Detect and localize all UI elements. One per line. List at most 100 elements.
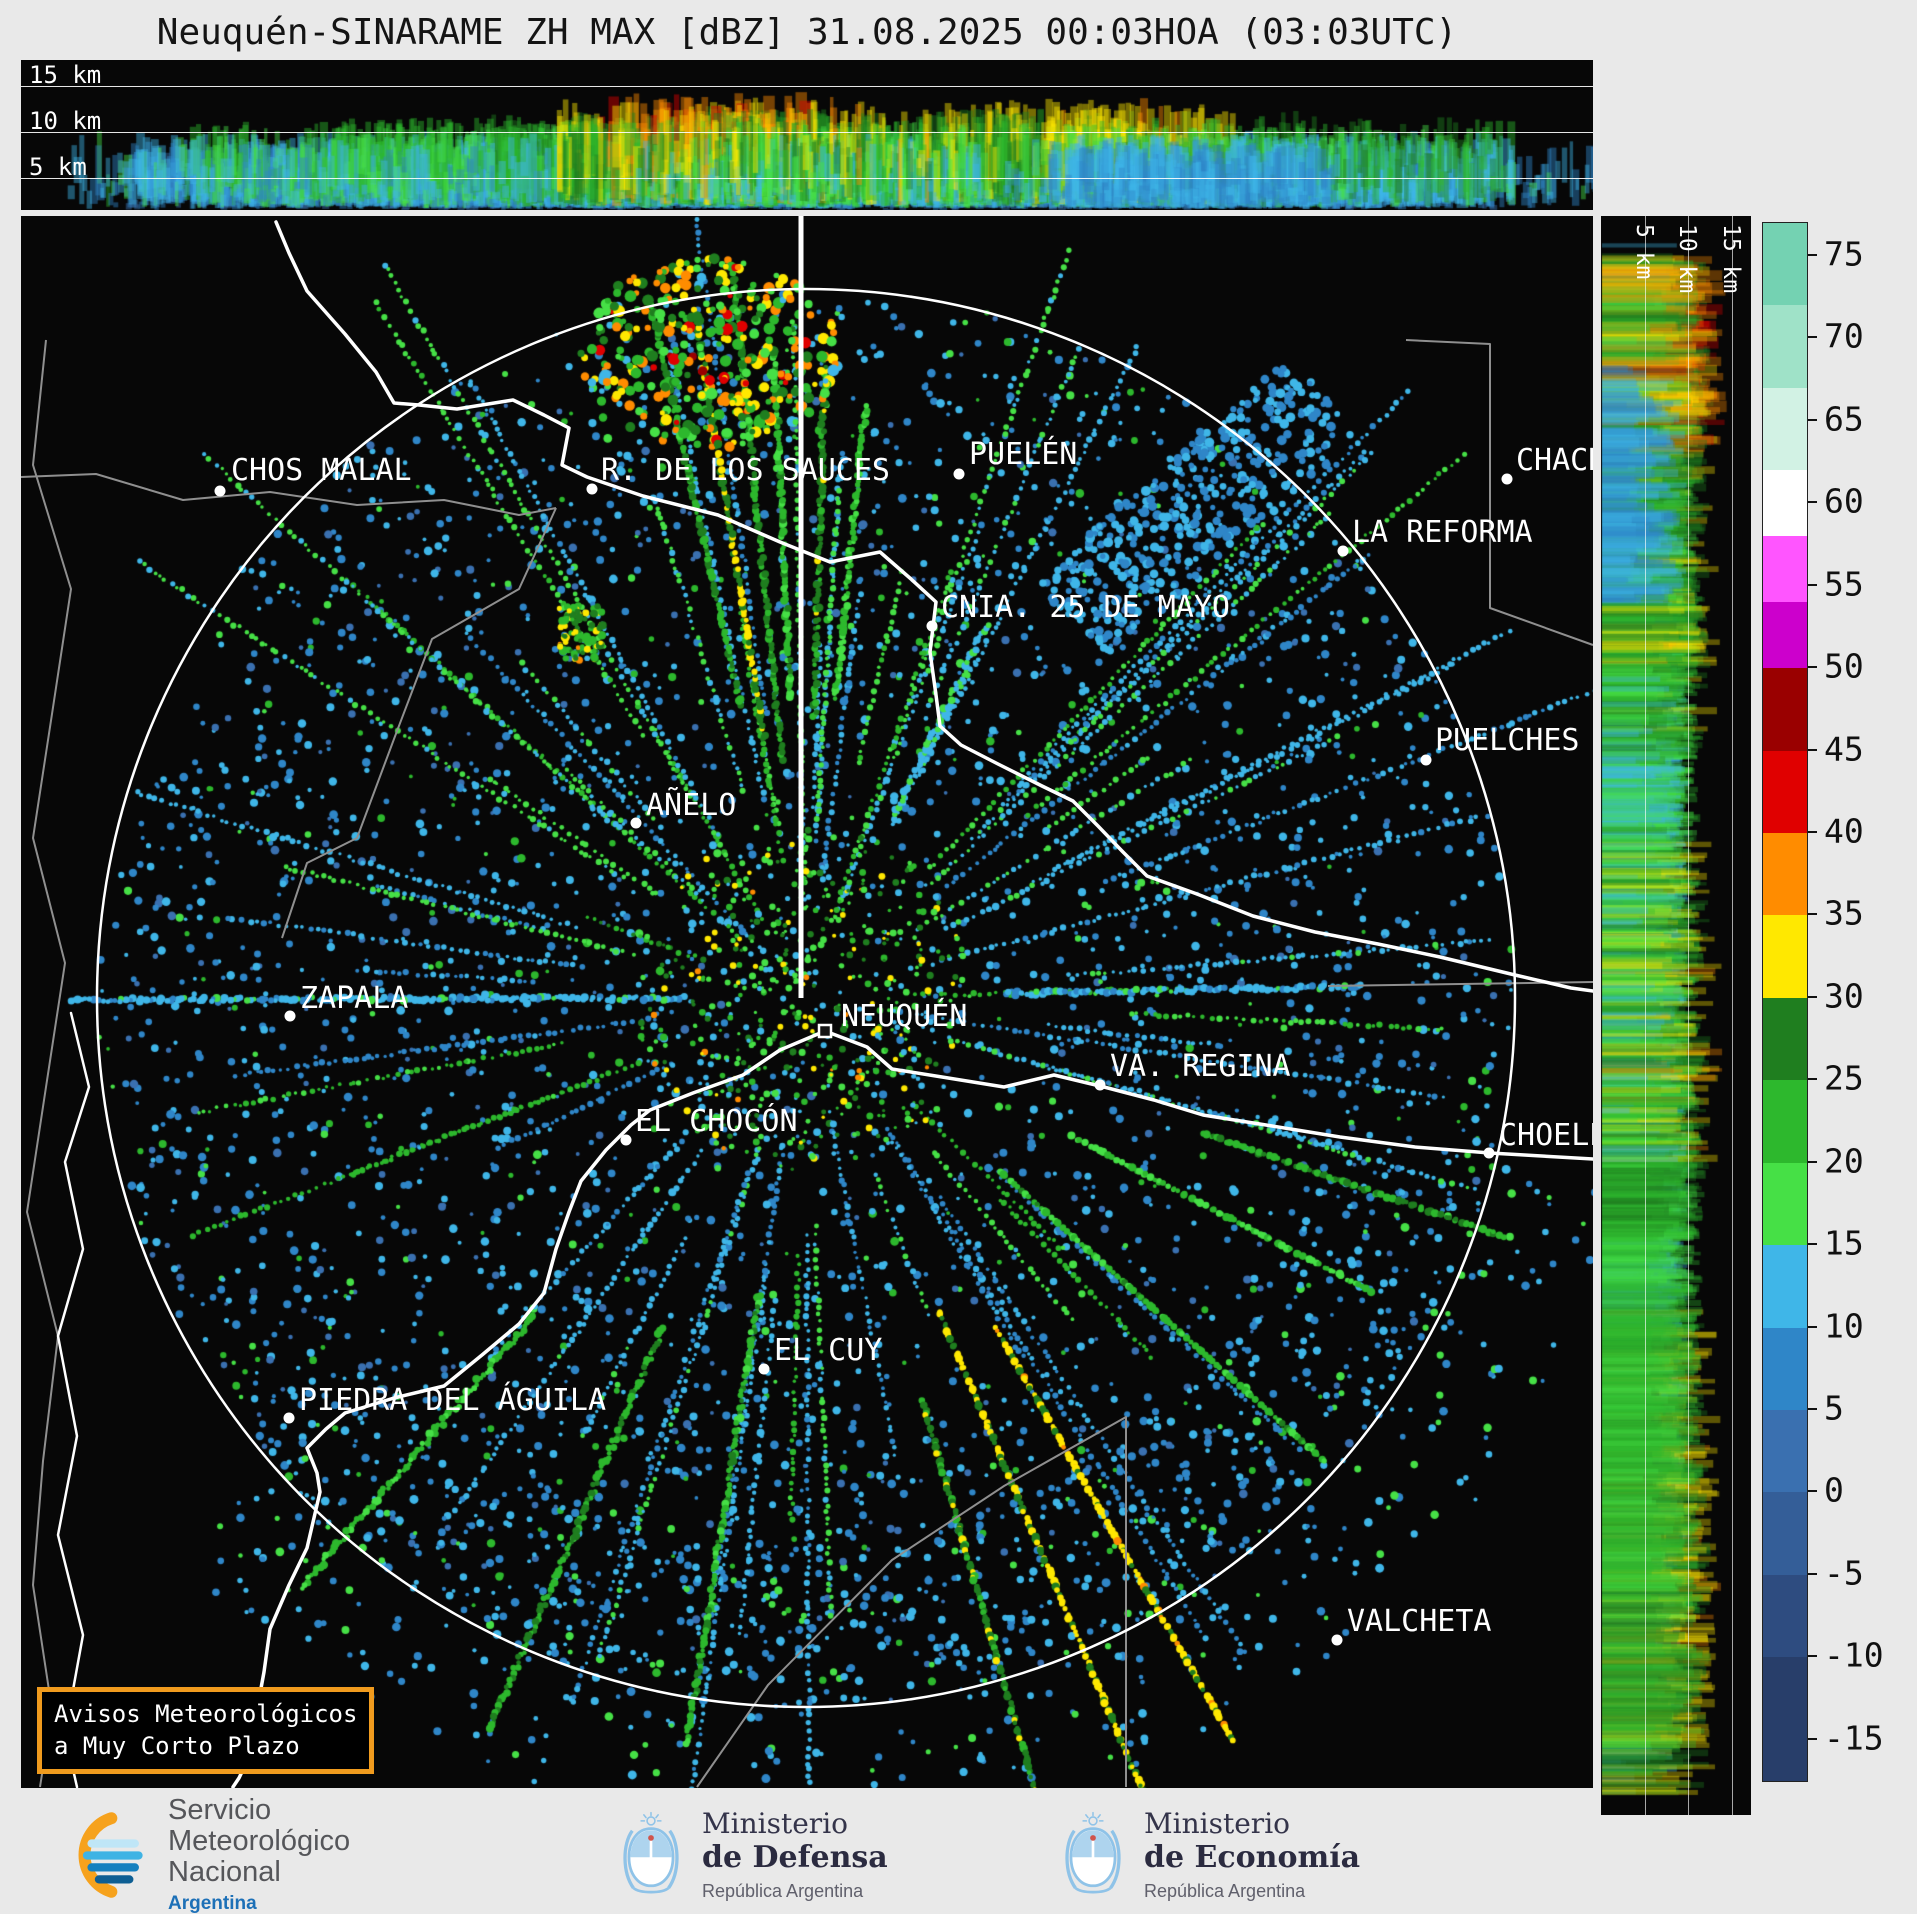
colorbar-segment bbox=[1763, 750, 1807, 834]
colorbar-tick-label: 55 bbox=[1824, 564, 1864, 604]
alert-line-2: a Muy Corto Plazo bbox=[54, 1731, 300, 1760]
colorbar-tick bbox=[1808, 913, 1817, 916]
range-ring bbox=[95, 287, 1517, 1709]
colorbar-segment bbox=[1763, 387, 1807, 472]
city-marker bbox=[1420, 754, 1432, 766]
ministry-line-2: de Defensa bbox=[702, 1840, 888, 1875]
city-label: LA REFORMA bbox=[1352, 515, 1533, 550]
colorbar-tick-label: 45 bbox=[1824, 729, 1864, 769]
ministry-line-1: Ministerio bbox=[702, 1807, 849, 1840]
city-label: AÑELO bbox=[646, 787, 736, 823]
colorbar-tick-label: 60 bbox=[1824, 481, 1864, 521]
colorbar-tick bbox=[1808, 1243, 1817, 1246]
city-marker bbox=[1501, 473, 1513, 485]
alert-box[interactable]: Avisos Meteorológicos a Muy Corto Plazo bbox=[37, 1687, 375, 1775]
colorbar-segment bbox=[1763, 668, 1807, 752]
height-gridline bbox=[1731, 216, 1733, 1815]
top-height-profile-panel: 15 km 10 km 5 km bbox=[21, 60, 1593, 210]
colorbar-tick bbox=[1808, 1325, 1817, 1328]
height-gridline bbox=[21, 178, 1593, 179]
colorbar-segment bbox=[1763, 997, 1807, 1082]
argentina-coat-of-arms-icon bbox=[623, 1811, 679, 1893]
radar-site-marker bbox=[817, 1023, 833, 1039]
city-label: VA. REGINA bbox=[1110, 1049, 1291, 1084]
right-profile-canvas bbox=[1601, 216, 1751, 1815]
colorbar-tick bbox=[1808, 1160, 1817, 1163]
reflectivity-colorbar: 75 70 65 60 55 50 45 40 35 30 25 20 15 10 5 0 -5 -10 -15 bbox=[1762, 222, 1917, 1782]
ministry-line-1: Ministerio bbox=[1144, 1807, 1291, 1840]
city-marker bbox=[758, 1363, 770, 1375]
colorbar-tick-label: 35 bbox=[1824, 894, 1864, 934]
city-label: ZAPALA bbox=[300, 981, 408, 1016]
city-label: VALCHETA bbox=[1347, 1604, 1492, 1639]
colorbar-tick bbox=[1808, 1655, 1817, 1658]
smn-logo-block: Servicio Meteorológico Nacional Argentin… bbox=[58, 1794, 350, 1913]
city-marker bbox=[1094, 1079, 1106, 1091]
colorbar-tick-label: -15 bbox=[1824, 1718, 1884, 1758]
colorbar-segment bbox=[1763, 1162, 1807, 1246]
colorbar-tick bbox=[1808, 1572, 1817, 1575]
colorbar-tick-label: 5 bbox=[1824, 1388, 1844, 1428]
city-label: PIEDRA DEL ÁGUILA bbox=[299, 1382, 606, 1418]
page-title: Neuquén-SINARAME ZH MAX [dBZ] 31.08.2025… bbox=[156, 12, 1458, 53]
colorbar-segment bbox=[1763, 536, 1807, 603]
city-marker bbox=[953, 468, 965, 480]
colorbar-tick-label: 20 bbox=[1824, 1141, 1864, 1181]
smn-country: Argentina bbox=[168, 1892, 257, 1914]
city-marker bbox=[284, 1010, 296, 1022]
city-marker bbox=[926, 620, 938, 632]
right-height-profile-panel: 5 km 10 km 15 km bbox=[1601, 216, 1751, 1815]
ministry-line-3: República Argentina bbox=[1144, 1881, 1306, 1901]
city-marker bbox=[214, 485, 226, 497]
height-label: 5 km bbox=[29, 153, 87, 181]
height-gridline bbox=[21, 132, 1593, 133]
height-gridline bbox=[1644, 216, 1646, 1815]
colorbar-tick-label: 50 bbox=[1824, 646, 1864, 686]
city-label: NEUQUÉN bbox=[841, 998, 967, 1034]
colorbar-tick bbox=[1808, 995, 1817, 998]
colorbar-segment bbox=[1763, 1245, 1807, 1329]
smn-logo bbox=[78, 1811, 143, 1898]
colorbar-tick-label: 10 bbox=[1824, 1306, 1864, 1346]
city-marker bbox=[620, 1134, 632, 1146]
colorbar-segment bbox=[1763, 1327, 1807, 1411]
radar-ppi-panel: CHOS MALAL R. DE LOS SAUCES PUELÉN CHACH LA … bbox=[21, 216, 1593, 1788]
colorbar-tick-label: 25 bbox=[1824, 1059, 1864, 1099]
city-label: EL CHOCÓN bbox=[635, 1102, 798, 1139]
colorbar-tick bbox=[1808, 1078, 1817, 1081]
rio-limay bbox=[231, 1029, 827, 1788]
city-layer: CHOS MALAL R. DE LOS SAUCES PUELÉN CHACH LA … bbox=[214, 436, 1593, 1646]
top-profile-canvas bbox=[21, 60, 1593, 210]
colorbar-tick bbox=[1808, 253, 1817, 256]
colorbar-tick-label: 15 bbox=[1824, 1223, 1864, 1263]
colorbar-tick bbox=[1808, 418, 1817, 421]
city-label: EL CUY bbox=[774, 1333, 882, 1368]
colorbar-tick bbox=[1808, 831, 1817, 833]
height-label: 10 km bbox=[29, 107, 102, 135]
colorbar-tick-label: -5 bbox=[1824, 1553, 1864, 1593]
colorbar-tick bbox=[1808, 1408, 1817, 1411]
colorbar-tick bbox=[1808, 666, 1817, 669]
colorbar-segment bbox=[1763, 833, 1807, 917]
city-marker bbox=[1331, 1634, 1343, 1646]
height-label: 15 km bbox=[1717, 224, 1744, 294]
colorbar-tick-label: 70 bbox=[1824, 317, 1864, 357]
colorbar-segment bbox=[1763, 1080, 1807, 1164]
ministry-economia-block: Ministerio de Economía República Argenti… bbox=[1060, 1800, 1360, 1909]
colorbar-tick bbox=[1808, 1737, 1817, 1740]
colorbar-segment bbox=[1763, 602, 1807, 669]
ministry-line-3: República Argentina bbox=[702, 1881, 864, 1901]
city-marker bbox=[1483, 1147, 1495, 1159]
argentina-coat-of-arms-icon bbox=[1065, 1811, 1121, 1893]
colorbar-tick bbox=[1808, 583, 1817, 586]
rio-negro bbox=[823, 1029, 1593, 1161]
west-river bbox=[56, 1011, 91, 1788]
city-marker bbox=[630, 817, 642, 829]
colorbar-segment bbox=[1763, 1492, 1807, 1576]
city-label: CHACH bbox=[1516, 443, 1593, 478]
colorbar-segment bbox=[1763, 915, 1807, 999]
colorbar-tick-label: 40 bbox=[1824, 811, 1864, 851]
province-borders bbox=[21, 339, 1593, 1788]
colorbar-segment bbox=[1763, 470, 1807, 538]
